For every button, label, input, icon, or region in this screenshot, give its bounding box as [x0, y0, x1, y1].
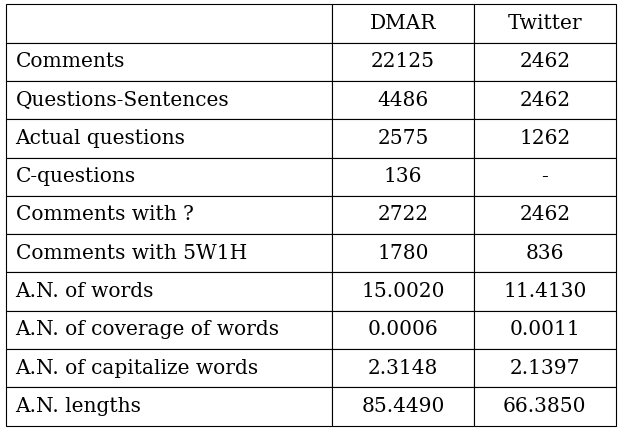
Bar: [6, 4, 332, 43]
Text: A.N. of coverage of words: A.N. of coverage of words: [16, 320, 279, 339]
Bar: [6, 387, 332, 426]
Text: Comments: Comments: [16, 52, 125, 71]
Bar: [332, 196, 474, 234]
Bar: [474, 4, 616, 43]
Text: 2462: 2462: [519, 91, 570, 110]
Bar: [332, 349, 474, 387]
Bar: [332, 81, 474, 119]
Text: Questions-Sentences: Questions-Sentences: [16, 91, 229, 110]
Text: A.N. of words: A.N. of words: [16, 282, 154, 301]
Bar: [332, 157, 474, 196]
Bar: [474, 234, 616, 273]
Text: 15.0020: 15.0020: [361, 282, 445, 301]
Bar: [332, 234, 474, 273]
Text: Comments with ?: Comments with ?: [16, 206, 193, 224]
Text: Twitter: Twitter: [508, 14, 582, 33]
Text: C-questions: C-questions: [16, 167, 136, 186]
Text: Comments with 5W1H: Comments with 5W1H: [16, 244, 247, 263]
Bar: [474, 43, 616, 81]
Text: -: -: [541, 167, 548, 186]
Bar: [474, 119, 616, 157]
Bar: [6, 157, 332, 196]
Bar: [6, 196, 332, 234]
Text: 2.3148: 2.3148: [368, 359, 439, 378]
Text: 11.4130: 11.4130: [503, 282, 587, 301]
Bar: [332, 119, 474, 157]
Bar: [6, 119, 332, 157]
Text: Actual questions: Actual questions: [16, 129, 185, 148]
Bar: [6, 311, 332, 349]
Text: A.N. of capitalize words: A.N. of capitalize words: [16, 359, 259, 378]
Text: 22125: 22125: [371, 52, 435, 71]
Text: 1262: 1262: [519, 129, 570, 148]
Text: 66.3850: 66.3850: [503, 397, 587, 416]
Text: 2722: 2722: [378, 206, 429, 224]
Text: 2575: 2575: [378, 129, 429, 148]
Bar: [332, 4, 474, 43]
Text: 1780: 1780: [378, 244, 429, 263]
Bar: [6, 43, 332, 81]
Text: 85.4490: 85.4490: [361, 397, 445, 416]
Bar: [6, 349, 332, 387]
Text: A.N. lengths: A.N. lengths: [16, 397, 141, 416]
Bar: [474, 349, 616, 387]
Bar: [6, 234, 332, 273]
Bar: [332, 387, 474, 426]
Bar: [474, 387, 616, 426]
Text: 2462: 2462: [519, 206, 570, 224]
Text: 136: 136: [384, 167, 422, 186]
Bar: [474, 273, 616, 311]
Text: 4486: 4486: [378, 91, 429, 110]
Bar: [474, 311, 616, 349]
Text: 2.1397: 2.1397: [509, 359, 580, 378]
Bar: [6, 273, 332, 311]
Text: 0.0011: 0.0011: [509, 320, 580, 339]
Bar: [6, 81, 332, 119]
Bar: [474, 196, 616, 234]
Bar: [474, 157, 616, 196]
Text: DMAR: DMAR: [370, 14, 436, 33]
Text: 836: 836: [526, 244, 564, 263]
Bar: [332, 311, 474, 349]
Bar: [332, 273, 474, 311]
Text: 0.0006: 0.0006: [368, 320, 439, 339]
Text: 2462: 2462: [519, 52, 570, 71]
Bar: [474, 81, 616, 119]
Bar: [332, 43, 474, 81]
